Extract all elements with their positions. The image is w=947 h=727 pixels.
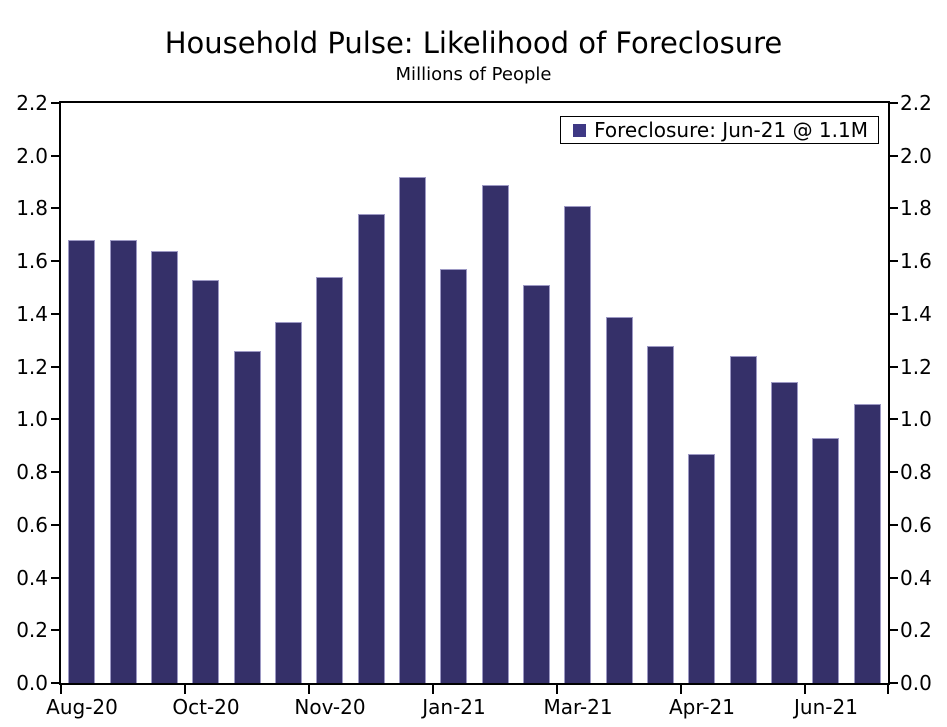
- x-axis-tick: [804, 685, 806, 694]
- y-axis-tick-right: [888, 366, 898, 368]
- x-axis-label: Nov-20: [294, 695, 366, 719]
- bar-2: [151, 251, 178, 683]
- legend-swatch-icon: [573, 123, 587, 137]
- y-axis-label-left: 1.6: [16, 249, 48, 273]
- y-axis-tick-left: [51, 155, 61, 157]
- y-axis-label-left: 1.8: [16, 196, 48, 220]
- y-axis-tick-right: [888, 102, 898, 104]
- y-axis-label-right: 1.6: [900, 249, 932, 273]
- bar-18: [812, 438, 839, 683]
- y-axis-tick-right: [888, 682, 898, 684]
- y-axis-tick-left: [51, 418, 61, 420]
- x-axis-tick: [60, 685, 62, 694]
- bar-4: [234, 351, 261, 683]
- y-axis-tick-left: [51, 629, 61, 631]
- bar-5: [275, 322, 302, 683]
- bar-12: [564, 206, 591, 683]
- bar-8: [399, 177, 426, 683]
- y-axis-label-left: 0.8: [16, 460, 48, 484]
- y-axis-label-right: 0.6: [900, 513, 932, 537]
- y-axis-tick-left: [51, 682, 61, 684]
- legend: Foreclosure: Jun-21 @ 1.1M: [560, 116, 879, 144]
- y-axis-tick-left: [51, 366, 61, 368]
- y-axis-label-right: 2.2: [900, 91, 932, 115]
- y-axis-tick-right: [888, 629, 898, 631]
- x-axis-tick: [556, 685, 558, 694]
- bar-3: [192, 280, 219, 683]
- y-axis-label-left: 1.2: [16, 355, 48, 379]
- x-axis-label: Mar-21: [543, 695, 613, 719]
- y-axis-tick-right: [888, 524, 898, 526]
- x-axis-tick: [432, 685, 434, 694]
- bar-16: [730, 356, 757, 683]
- x-axis-label: Jan-21: [422, 695, 486, 719]
- bar-0: [68, 240, 95, 683]
- y-axis-label-right: 1.2: [900, 355, 932, 379]
- y-axis-label-left: 2.2: [16, 91, 48, 115]
- y-axis-label-left: 2.0: [16, 144, 48, 168]
- y-axis-tick-right: [888, 260, 898, 262]
- x-axis-tick: [680, 685, 682, 694]
- bar-15: [688, 454, 715, 683]
- y-axis-label-right: 1.0: [900, 407, 932, 431]
- bar-11: [523, 285, 550, 683]
- y-axis-tick-left: [51, 577, 61, 579]
- bar-7: [358, 214, 385, 683]
- y-axis-tick-left: [51, 102, 61, 104]
- y-axis-tick-left: [51, 260, 61, 262]
- y-axis-tick-right: [888, 207, 898, 209]
- y-axis-label-left: 1.4: [16, 302, 48, 326]
- y-axis-label-right: 0.4: [900, 566, 932, 590]
- x-axis-tick: [887, 685, 889, 694]
- bar-6: [316, 277, 343, 683]
- y-axis-tick-left: [51, 313, 61, 315]
- y-axis-tick-left: [51, 471, 61, 473]
- y-axis-tick-right: [888, 313, 898, 315]
- x-axis-tick: [184, 685, 186, 694]
- x-axis-tick: [308, 685, 310, 694]
- chart-subtitle: Millions of People: [395, 64, 552, 85]
- chart-title: Household Pulse: Likelihood of Foreclosu…: [164, 26, 783, 60]
- bar-13: [606, 317, 633, 683]
- y-axis-label-right: 1.4: [900, 302, 932, 326]
- y-axis-label-right: 0.0: [900, 671, 932, 695]
- y-axis-label-right: 1.8: [900, 196, 932, 220]
- y-axis-label-right: 0.8: [900, 460, 932, 484]
- y-axis-tick-right: [888, 418, 898, 420]
- legend-label: Foreclosure: Jun-21 @ 1.1M: [594, 118, 868, 142]
- x-axis-label: Aug-20: [46, 695, 118, 719]
- y-axis-label-left: 0.2: [16, 618, 48, 642]
- y-axis-tick-left: [51, 207, 61, 209]
- x-axis-label: Apr-21: [669, 695, 735, 719]
- y-axis-label-right: 2.0: [900, 144, 932, 168]
- y-axis-tick-right: [888, 577, 898, 579]
- y-axis-label-left: 1.0: [16, 407, 48, 431]
- bar-14: [647, 346, 674, 683]
- y-axis-tick-right: [888, 471, 898, 473]
- y-axis-label-left: 0.0: [16, 671, 48, 695]
- x-axis-label: Jun-21: [794, 695, 858, 719]
- plot-area: Foreclosure: Jun-21 @ 1.1M: [59, 101, 890, 685]
- y-axis-tick-right: [888, 155, 898, 157]
- y-axis-label-left: 0.4: [16, 566, 48, 590]
- y-axis-tick-left: [51, 524, 61, 526]
- bar-10: [482, 185, 509, 683]
- y-axis-label-left: 0.6: [16, 513, 48, 537]
- x-axis-label: Oct-20: [172, 695, 240, 719]
- y-axis-label-right: 0.2: [900, 618, 932, 642]
- bar-9: [440, 269, 467, 683]
- bar-17: [771, 382, 798, 683]
- bar-19: [854, 404, 881, 683]
- bar-1: [110, 240, 137, 683]
